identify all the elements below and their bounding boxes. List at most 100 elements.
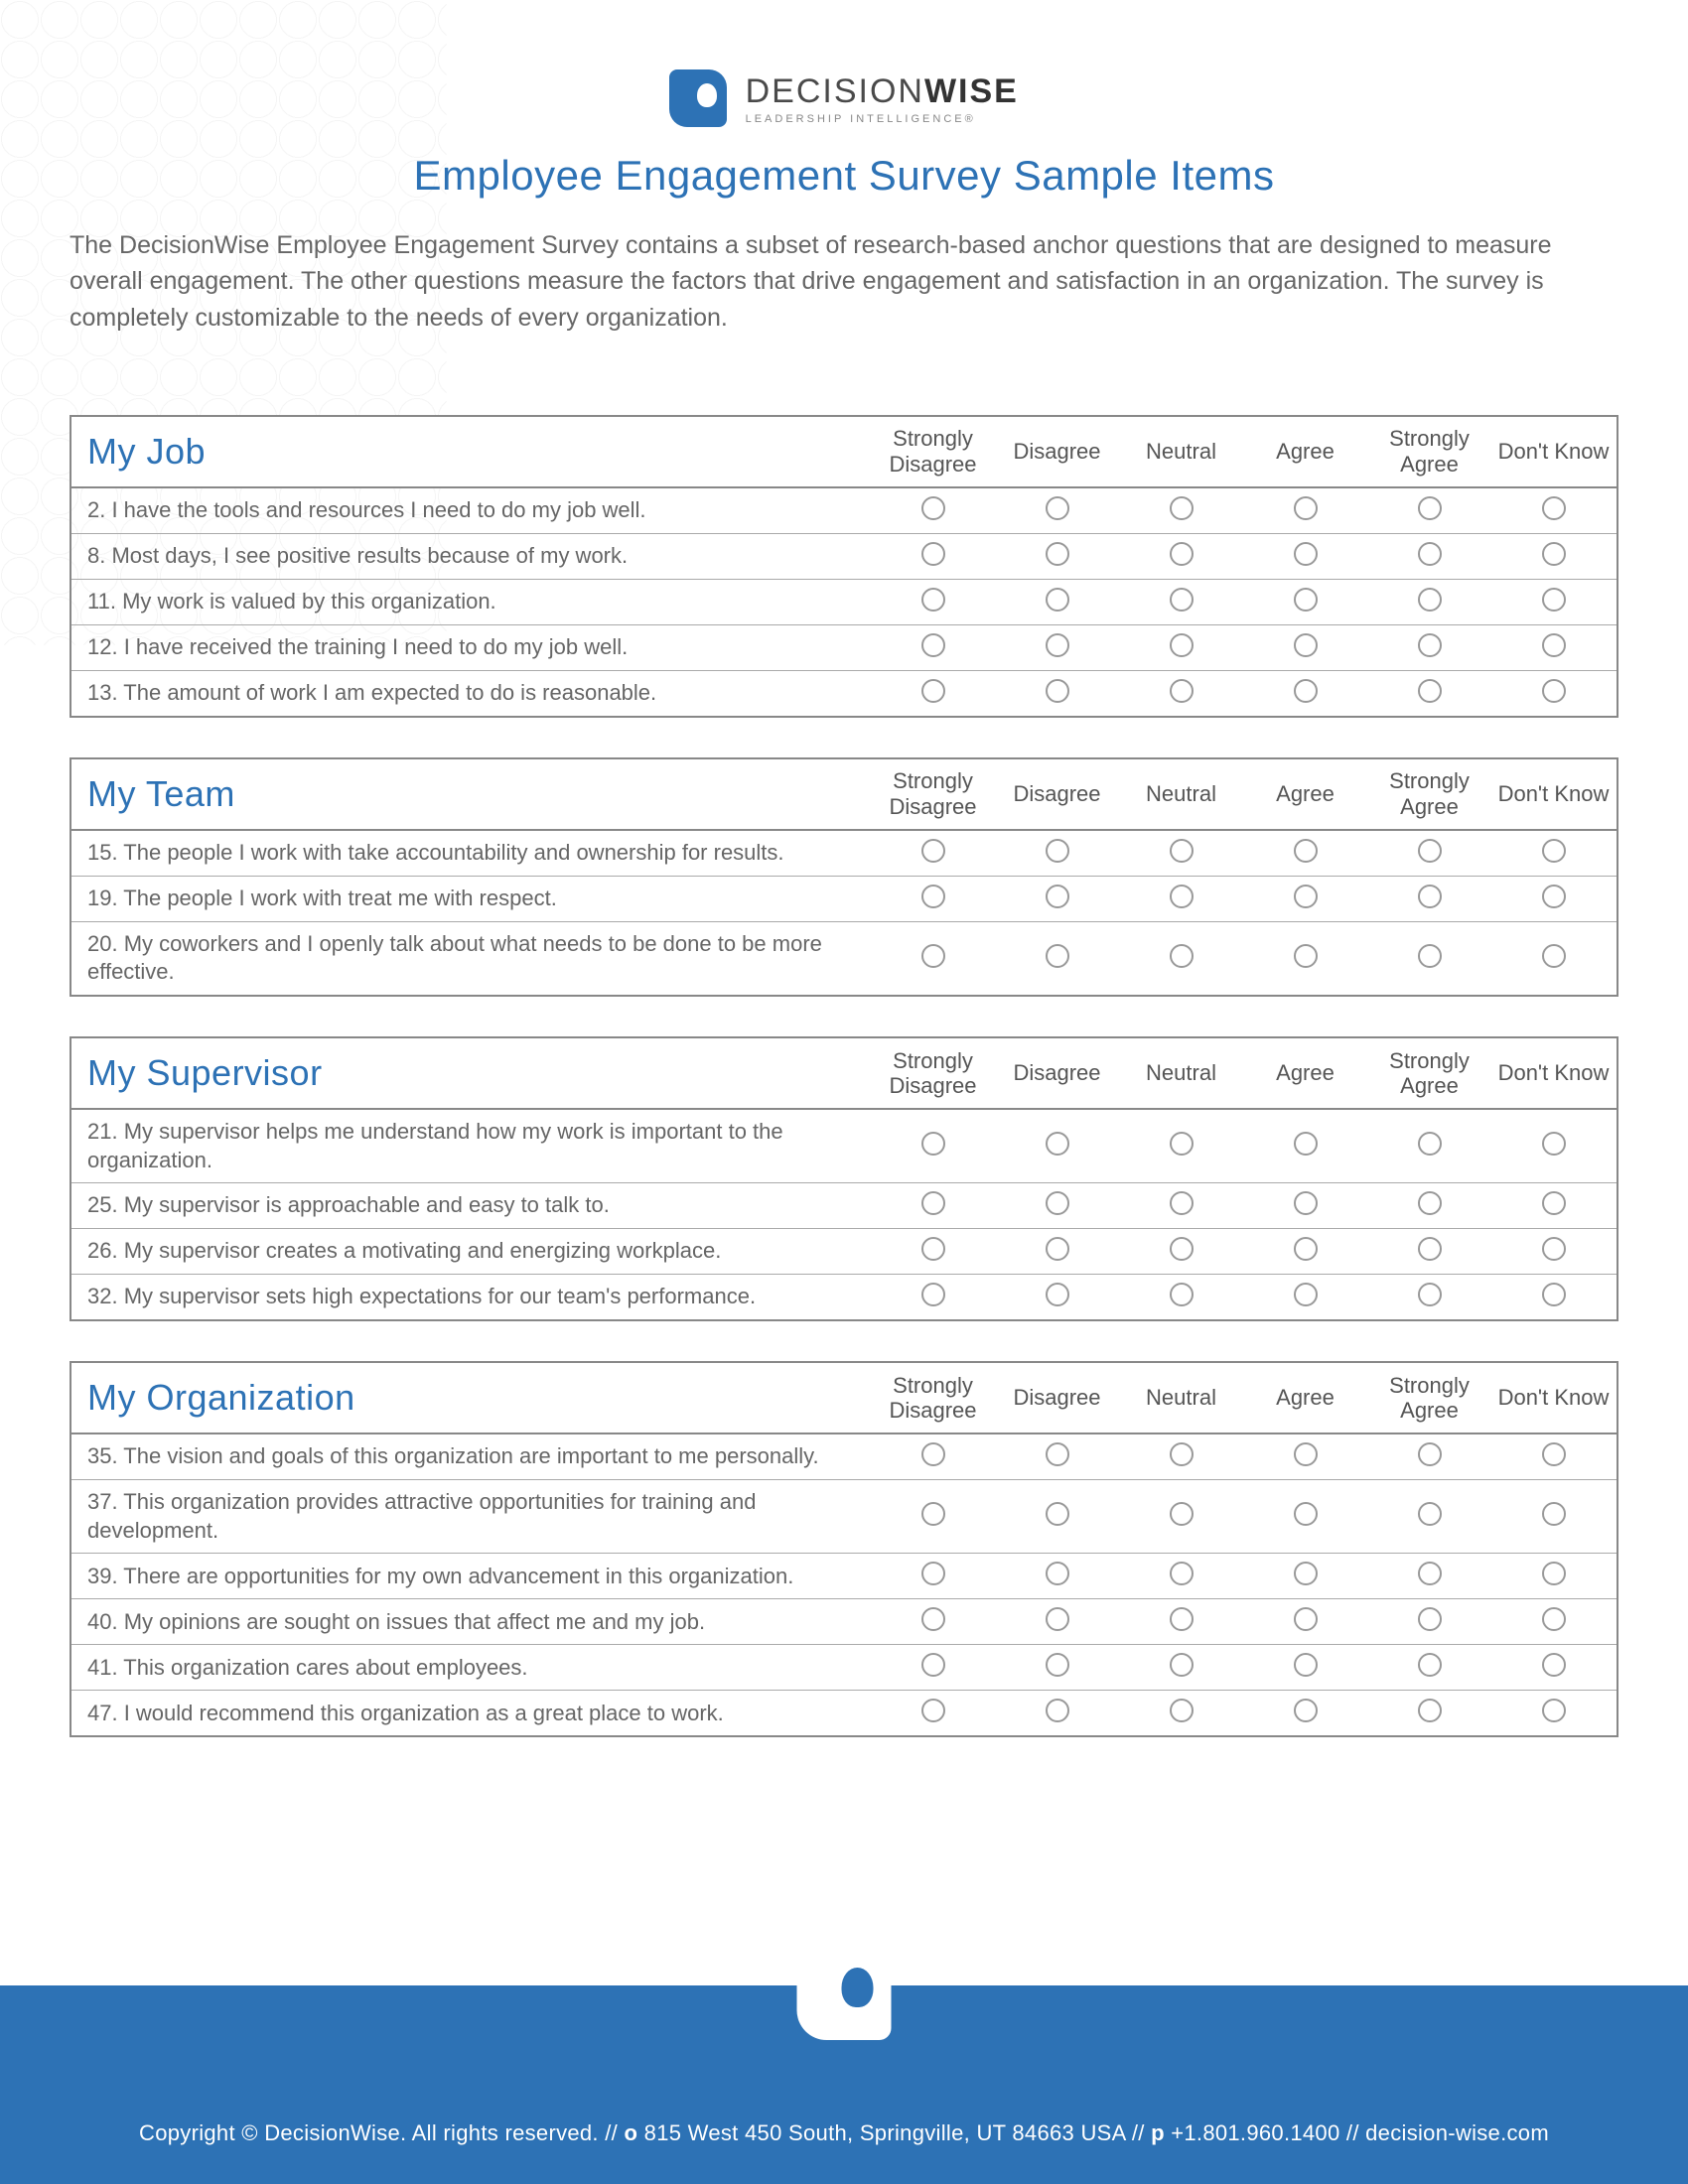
radio-option[interactable] <box>1418 679 1442 703</box>
radio-option[interactable] <box>921 1699 945 1722</box>
radio-option[interactable] <box>1170 1132 1194 1156</box>
radio-option[interactable] <box>1542 496 1566 520</box>
radio-option[interactable] <box>1294 1562 1318 1585</box>
radio-option[interactable] <box>1294 1607 1318 1631</box>
radio-option[interactable] <box>1542 1442 1566 1466</box>
radio-option[interactable] <box>1418 1237 1442 1261</box>
radio-option[interactable] <box>1542 839 1566 863</box>
radio-option[interactable] <box>1542 1191 1566 1215</box>
radio-option[interactable] <box>921 633 945 657</box>
radio-option[interactable] <box>1294 839 1318 863</box>
radio-option[interactable] <box>921 542 945 566</box>
radio-option[interactable] <box>1170 1237 1194 1261</box>
radio-option[interactable] <box>921 1502 945 1526</box>
radio-option[interactable] <box>1294 885 1318 908</box>
radio-option[interactable] <box>1294 1132 1318 1156</box>
radio-option[interactable] <box>1418 1502 1442 1526</box>
radio-option[interactable] <box>1418 944 1442 968</box>
radio-option[interactable] <box>1294 1237 1318 1261</box>
radio-option[interactable] <box>1542 679 1566 703</box>
radio-option[interactable] <box>1170 839 1194 863</box>
radio-option[interactable] <box>1542 1132 1566 1156</box>
radio-option[interactable] <box>1542 1237 1566 1261</box>
radio-option[interactable] <box>1294 496 1318 520</box>
radio-option[interactable] <box>1170 1442 1194 1466</box>
radio-option[interactable] <box>1294 1653 1318 1677</box>
radio-option[interactable] <box>1046 1283 1069 1306</box>
radio-option[interactable] <box>1170 542 1194 566</box>
radio-option[interactable] <box>1418 1283 1442 1306</box>
radio-option[interactable] <box>1046 1191 1069 1215</box>
radio-option[interactable] <box>1294 633 1318 657</box>
radio-option[interactable] <box>1046 885 1069 908</box>
radio-option[interactable] <box>1046 496 1069 520</box>
radio-option[interactable] <box>921 839 945 863</box>
radio-option[interactable] <box>1418 1562 1442 1585</box>
radio-option[interactable] <box>1294 588 1318 612</box>
radio-option[interactable] <box>1542 588 1566 612</box>
radio-option[interactable] <box>921 588 945 612</box>
radio-option[interactable] <box>921 1442 945 1466</box>
radio-option[interactable] <box>1542 1699 1566 1722</box>
radio-option[interactable] <box>1170 1283 1194 1306</box>
radio-option[interactable] <box>1170 1191 1194 1215</box>
radio-option[interactable] <box>1294 1191 1318 1215</box>
radio-option[interactable] <box>1294 1502 1318 1526</box>
radio-option[interactable] <box>1542 633 1566 657</box>
radio-option[interactable] <box>1170 885 1194 908</box>
radio-option[interactable] <box>1418 1132 1442 1156</box>
radio-option[interactable] <box>921 1237 945 1261</box>
radio-option[interactable] <box>1418 588 1442 612</box>
radio-option[interactable] <box>1542 944 1566 968</box>
radio-option[interactable] <box>1170 633 1194 657</box>
radio-option[interactable] <box>1046 1607 1069 1631</box>
radio-option[interactable] <box>1046 588 1069 612</box>
radio-option[interactable] <box>1046 839 1069 863</box>
radio-option[interactable] <box>921 1132 945 1156</box>
radio-option[interactable] <box>1294 1442 1318 1466</box>
radio-option[interactable] <box>1170 944 1194 968</box>
radio-option[interactable] <box>1542 1607 1566 1631</box>
radio-option[interactable] <box>1046 1237 1069 1261</box>
radio-option[interactable] <box>1542 885 1566 908</box>
radio-option[interactable] <box>1418 885 1442 908</box>
radio-option[interactable] <box>1046 1562 1069 1585</box>
radio-option[interactable] <box>1418 1191 1442 1215</box>
radio-option[interactable] <box>1046 542 1069 566</box>
radio-option[interactable] <box>921 944 945 968</box>
radio-option[interactable] <box>1170 1562 1194 1585</box>
radio-option[interactable] <box>1170 1653 1194 1677</box>
radio-option[interactable] <box>1418 1699 1442 1722</box>
radio-option[interactable] <box>1170 496 1194 520</box>
radio-option[interactable] <box>921 1607 945 1631</box>
radio-option[interactable] <box>1046 1653 1069 1677</box>
radio-option[interactable] <box>921 1653 945 1677</box>
radio-option[interactable] <box>1170 679 1194 703</box>
radio-option[interactable] <box>1542 1562 1566 1585</box>
radio-option[interactable] <box>1418 633 1442 657</box>
radio-option[interactable] <box>1418 839 1442 863</box>
radio-option[interactable] <box>1170 588 1194 612</box>
radio-option[interactable] <box>1294 1283 1318 1306</box>
radio-option[interactable] <box>1046 679 1069 703</box>
radio-option[interactable] <box>1170 1607 1194 1631</box>
radio-option[interactable] <box>1418 496 1442 520</box>
radio-option[interactable] <box>1046 633 1069 657</box>
radio-option[interactable] <box>921 1191 945 1215</box>
radio-option[interactable] <box>1046 1699 1069 1722</box>
radio-option[interactable] <box>1294 944 1318 968</box>
radio-option[interactable] <box>1418 1442 1442 1466</box>
radio-option[interactable] <box>1170 1699 1194 1722</box>
radio-option[interactable] <box>1170 1502 1194 1526</box>
radio-option[interactable] <box>921 679 945 703</box>
radio-option[interactable] <box>921 1562 945 1585</box>
radio-option[interactable] <box>1046 1442 1069 1466</box>
radio-option[interactable] <box>1294 679 1318 703</box>
radio-option[interactable] <box>1542 1502 1566 1526</box>
radio-option[interactable] <box>921 1283 945 1306</box>
radio-option[interactable] <box>1418 1607 1442 1631</box>
radio-option[interactable] <box>1542 542 1566 566</box>
radio-option[interactable] <box>1418 542 1442 566</box>
radio-option[interactable] <box>1046 1502 1069 1526</box>
radio-option[interactable] <box>1294 1699 1318 1722</box>
